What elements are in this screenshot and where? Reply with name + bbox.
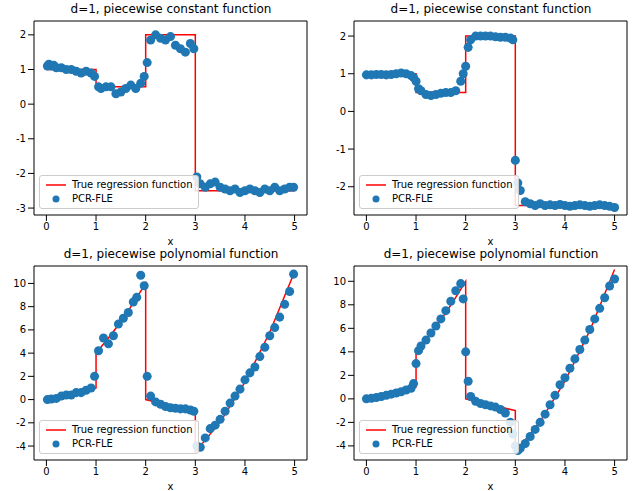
svg-text:5: 5 — [611, 466, 617, 477]
svg-text:4: 4 — [242, 466, 248, 477]
svg-text:1: 1 — [20, 64, 26, 75]
svg-text:5: 5 — [291, 221, 297, 232]
html-text:PCR-FLE: PCR-FLE — [72, 193, 113, 204]
html-text:PCR-FLE: PCR-FLE — [72, 438, 113, 449]
html-text:True regression function: True regression function — [392, 179, 513, 190]
html-text:d=1, piecewise constant functi: d=1, piecewise constant function — [70, 2, 272, 16]
svg-text:3: 3 — [512, 221, 518, 232]
svg-text:3: 3 — [512, 466, 518, 477]
svg-text:1: 1 — [93, 466, 99, 477]
svg-text:-2: -2 — [336, 417, 346, 428]
svg-text:4: 4 — [562, 466, 568, 477]
svg-text:0: 0 — [340, 393, 346, 404]
svg-text:6: 6 — [20, 324, 26, 335]
svg-text:x: x — [168, 236, 174, 245]
html-text:d=1, piecewise polynomial func: d=1, piecewise polynomial function — [383, 247, 599, 261]
svg-text:0: 0 — [340, 106, 346, 117]
svg-text:4: 4 — [20, 348, 26, 359]
svg-text:-4: -4 — [336, 440, 346, 451]
svg-text:-4: -4 — [16, 441, 26, 452]
svg-text:-1: -1 — [16, 133, 26, 144]
svg-text:4: 4 — [340, 346, 346, 357]
svg-text:0: 0 — [20, 394, 26, 405]
svg-text:1: 1 — [93, 221, 99, 232]
svg-text:5: 5 — [611, 221, 617, 232]
svg-text:2: 2 — [142, 221, 148, 232]
html-text:True regression function: True regression function — [72, 424, 193, 435]
svg-text:8: 8 — [20, 301, 26, 312]
svg-text:2: 2 — [20, 29, 26, 40]
svg-text:x: x — [488, 481, 494, 490]
html-text:True regression function: True regression function — [72, 179, 193, 190]
svg-text:1: 1 — [413, 466, 419, 477]
html-text:d=1, piecewise constant functi: d=1, piecewise constant function — [390, 2, 592, 16]
svg-text:-2: -2 — [16, 168, 26, 179]
html-text:d=1, piecewise polynomial func: d=1, piecewise polynomial function — [63, 247, 279, 261]
html-text:PCR-FLE: PCR-FLE — [392, 193, 433, 204]
svg-text:4: 4 — [562, 221, 568, 232]
svg-text:0: 0 — [363, 466, 369, 477]
svg-text:2: 2 — [340, 31, 346, 42]
svg-text:10: 10 — [13, 278, 26, 289]
svg-text:2: 2 — [462, 221, 468, 232]
svg-text:2: 2 — [142, 466, 148, 477]
svg-text:2: 2 — [20, 371, 26, 382]
svg-text:1: 1 — [340, 68, 346, 79]
html-text:PCR-FLE: PCR-FLE — [392, 438, 433, 449]
svg-text:5: 5 — [291, 466, 297, 477]
svg-text:0: 0 — [363, 221, 369, 232]
svg-text:0: 0 — [20, 99, 26, 110]
html-text:True regression function: True regression function — [392, 424, 513, 435]
svg-text:-3: -3 — [16, 203, 26, 214]
svg-text:0: 0 — [43, 466, 49, 477]
svg-text:x: x — [488, 236, 494, 245]
svg-text:10: 10 — [333, 276, 346, 287]
svg-text:6: 6 — [340, 323, 346, 334]
svg-text:2: 2 — [340, 370, 346, 381]
svg-text:-1: -1 — [336, 144, 346, 155]
svg-text:8: 8 — [340, 299, 346, 310]
svg-text:-2: -2 — [336, 181, 346, 192]
svg-text:1: 1 — [413, 221, 419, 232]
svg-text:0: 0 — [43, 221, 49, 232]
svg-text:-2: -2 — [16, 417, 26, 428]
svg-text:x: x — [168, 481, 174, 490]
svg-text:3: 3 — [192, 466, 198, 477]
svg-text:2: 2 — [462, 466, 468, 477]
svg-text:3: 3 — [192, 221, 198, 232]
svg-text:4: 4 — [242, 221, 248, 232]
